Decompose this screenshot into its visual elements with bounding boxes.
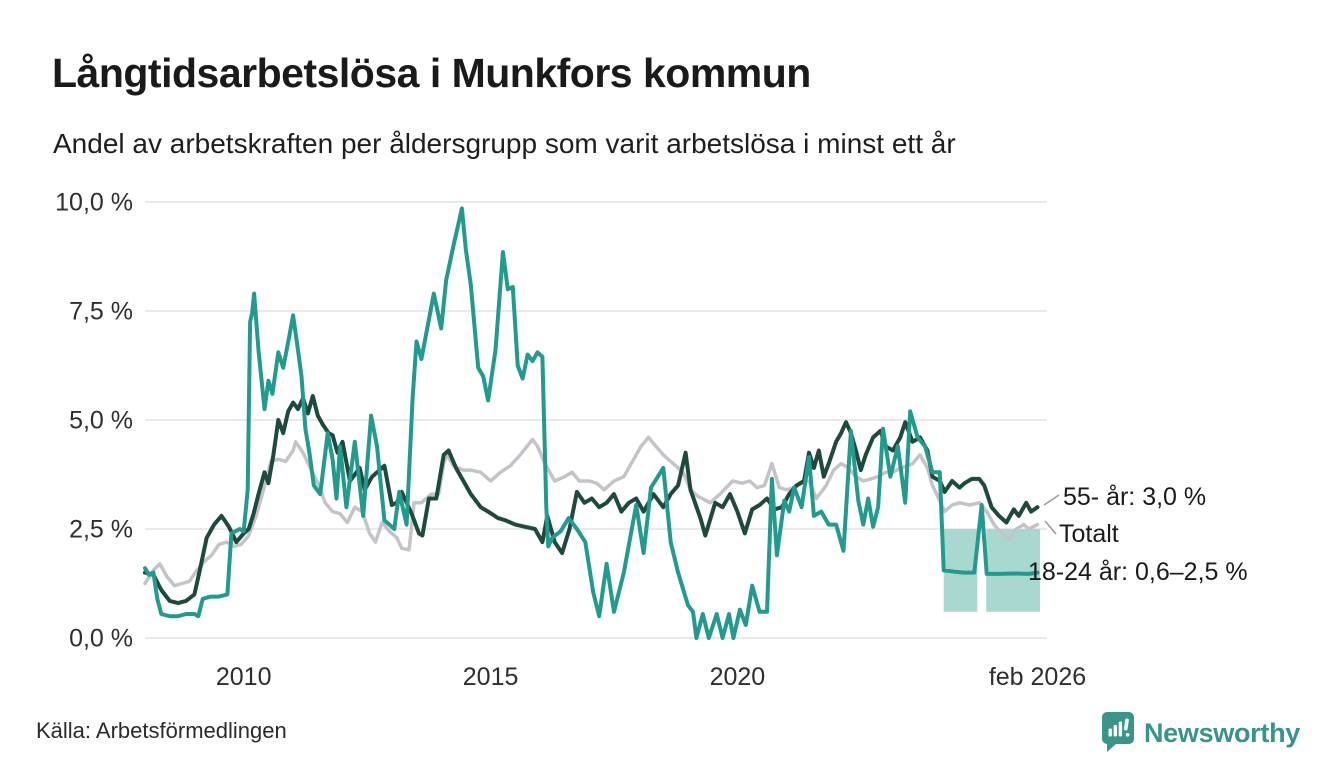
page-title: Långtidsarbetslösa i Munkfors kommun bbox=[52, 50, 811, 96]
newsworthy-logo-icon bbox=[1100, 710, 1136, 757]
series-line-totalt bbox=[143, 435, 1040, 588]
leader-line-totalt bbox=[1044, 520, 1057, 535]
gridlines bbox=[145, 201, 1047, 639]
series-line-18-24-r bbox=[143, 206, 1040, 640]
newsworthy-brand: Newsworthy bbox=[1100, 710, 1300, 757]
x-tick-label: feb 2026 bbox=[989, 663, 1086, 691]
x-tick-label: 2010 bbox=[216, 663, 272, 691]
y-tick-label: 5,0 % bbox=[69, 407, 133, 435]
chart-subtitle: Andel av arbetskraften per åldersgrupp s… bbox=[53, 128, 956, 159]
source-label: Källa: Arbetsförmedlingen bbox=[36, 718, 287, 743]
y-tick-label: 10,0 % bbox=[55, 189, 133, 217]
annotation-totalt: Totalt bbox=[1059, 520, 1119, 548]
x-tick-label: 2015 bbox=[463, 663, 519, 691]
annotation-55-ar: 55- år: 3,0 % bbox=[1063, 483, 1207, 511]
annotation-18-24-ar: 18-24 år: 0,6–2,5 % bbox=[1028, 558, 1248, 586]
uncertainty-band-rect bbox=[986, 529, 1040, 612]
x-tick-label: 2020 bbox=[710, 663, 766, 691]
data-series bbox=[143, 206, 1040, 640]
leader-line-55 bbox=[1043, 494, 1060, 506]
axis-tick-labels: 0,0 % 2,5 % 5,0 % 7,5 % 10,0 % 2010 2015 2020 fe… bbox=[55, 189, 1086, 692]
y-tick-label: 7,5 % bbox=[69, 298, 133, 326]
newsworthy-wordmark: Newsworthy bbox=[1143, 718, 1300, 748]
series-line-55-r bbox=[143, 394, 1040, 606]
y-tick-label: 0,0 % bbox=[69, 625, 133, 653]
y-tick-label: 2,5 % bbox=[69, 516, 133, 544]
